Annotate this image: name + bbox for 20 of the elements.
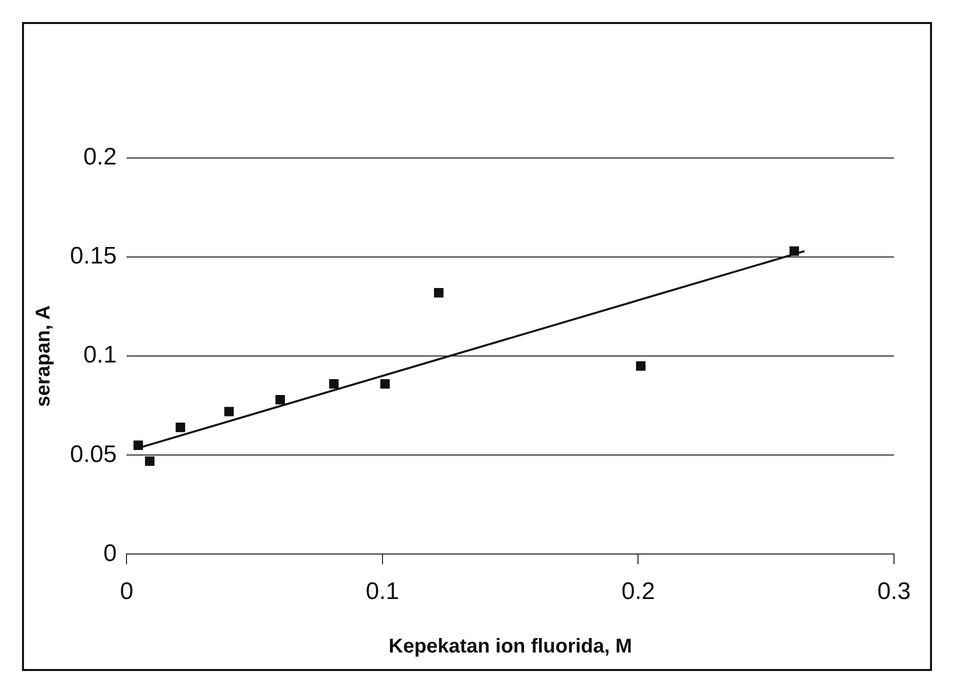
x-tick-label: 0.2	[622, 578, 655, 606]
y-axis-title: serapan, A	[32, 305, 55, 407]
x-axis-title: Kepekatan ion fluorida, M	[388, 636, 632, 658]
x-tick-label: 0.3	[877, 578, 911, 606]
y-tick-label: 0	[103, 540, 117, 567]
point	[275, 394, 285, 404]
point	[790, 246, 799, 256]
y-tick-label: 0.2	[83, 144, 117, 171]
point	[133, 440, 143, 450]
point	[636, 361, 646, 371]
point	[176, 422, 186, 432]
point	[144, 456, 154, 466]
y-tick-label: 0.05	[70, 440, 117, 468]
point	[434, 288, 444, 298]
point	[329, 379, 339, 389]
point	[224, 406, 234, 416]
point	[380, 379, 390, 389]
x-tick-label: 0.1	[366, 578, 400, 606]
y-tick-label: 0.15	[70, 242, 117, 270]
y-tick-label: 0.1	[83, 342, 117, 369]
